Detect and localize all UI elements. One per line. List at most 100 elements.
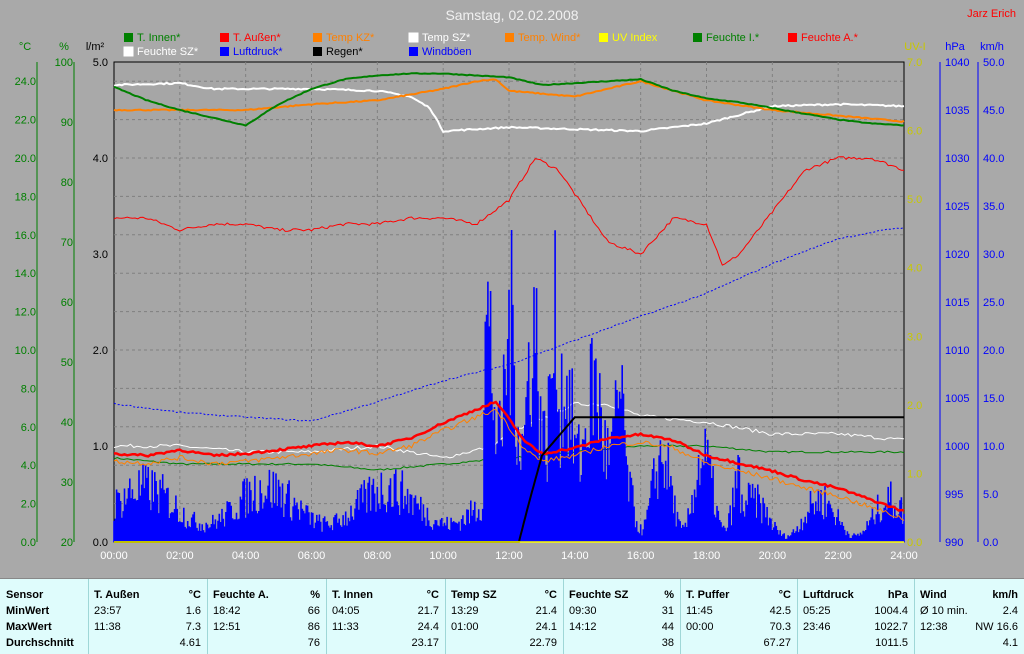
legend-swatch <box>408 32 419 43</box>
tick-label-humidity: 20 <box>61 537 73 549</box>
axis-label-temp: °C <box>19 41 31 53</box>
stat-column-title: Luftdruck <box>803 589 854 601</box>
stat-column-title: Wind <box>920 589 947 601</box>
series-windboeen <box>113 230 905 542</box>
column-separator <box>88 579 89 654</box>
stat-value: 1022.7 <box>874 621 908 633</box>
tick-label-uv: 7.0 <box>907 57 922 69</box>
tick-label-time: 04:00 <box>232 550 260 562</box>
tick-label-humidity: 70 <box>61 237 73 249</box>
sensor-header: Sensor <box>6 589 44 601</box>
tick-label-pressure: 1010 <box>945 345 969 357</box>
tick-label-uv: 4.0 <box>907 263 922 275</box>
legend-label: Feuchte A.* <box>801 32 859 44</box>
stat-time: 11:45 <box>686 605 713 617</box>
series-temp-sz <box>113 81 905 134</box>
tick-label-pressure: 1040 <box>945 57 969 69</box>
stat-value: 21.7 <box>417 605 439 617</box>
stat-value: 24.1 <box>535 621 557 633</box>
legend-label: Feuchte SZ* <box>137 46 199 58</box>
legend-swatch <box>220 33 229 42</box>
tick-label-wind: 15.0 <box>983 393 1004 405</box>
column-separator <box>680 579 681 654</box>
tick-label-rain: 3.0 <box>93 249 108 261</box>
stat-value: 21.4 <box>535 605 557 617</box>
tick-label-pressure: 1000 <box>945 441 969 453</box>
stat-value: 1004.4 <box>874 605 908 617</box>
tick-label-wind: 45.0 <box>983 105 1004 117</box>
stat-column-title: T. Außen <box>94 589 140 601</box>
legend-swatch <box>313 33 322 42</box>
stat-column-unit: hPa <box>887 589 908 601</box>
stat-value: 4.1 <box>1002 637 1018 649</box>
tick-label-time: 02:00 <box>166 550 194 562</box>
legend-label: Temp KZ* <box>326 32 375 44</box>
legend-label: T. Außen* <box>233 32 281 44</box>
tick-label-uv: 6.0 <box>907 126 922 138</box>
stat-column: T. Puffer °C 11:45 42.5 00:00 70.3 67.27 <box>680 579 797 654</box>
stat-value: 23.17 <box>411 637 439 649</box>
tick-label-time: 12:00 <box>495 550 523 562</box>
legend-label: Windböen <box>422 46 472 58</box>
tick-label-wind: 20.0 <box>983 345 1004 357</box>
stat-time: 11:38 <box>94 621 121 633</box>
stat-column: T. Außen °C 23:57 1.6 11:38 7.3 4.61 <box>88 579 207 654</box>
tick-label-pressure: 990 <box>945 537 963 549</box>
stat-time: 18:42 <box>213 605 241 617</box>
weather-chart: Samstag, 02.02.2008 Jarz Erich T. Innen* T.… <box>14 7 1016 562</box>
stat-value: 70.3 <box>769 621 791 633</box>
stat-value: NW 16.6 <box>975 621 1018 633</box>
chart-author: Jarz Erich <box>967 8 1016 20</box>
stat-time: 13:29 <box>451 605 479 617</box>
legend-swatch <box>693 33 702 42</box>
stat-value: 66 <box>307 605 320 617</box>
legend-label: T. Innen* <box>137 32 181 44</box>
tick-label-time: 16:00 <box>627 550 655 562</box>
tick-label-temp: 2.0 <box>21 499 36 511</box>
legend-swatch <box>409 47 418 56</box>
tick-label-humidity: 100 <box>55 57 73 69</box>
stat-column: Wind km/h Ø 10 min. 2.4 12:38 NW 16.6 4.1 <box>914 579 1024 654</box>
tick-label-wind: 40.0 <box>983 153 1004 165</box>
tick-label-time: 06:00 <box>298 550 326 562</box>
axis-label-uv: UV-I <box>904 41 925 53</box>
stat-time: 12:38 <box>920 621 948 633</box>
tick-label-wind: 10.0 <box>983 441 1004 453</box>
tick-label-wind: 0.0 <box>983 537 998 549</box>
stat-time: 05:25 <box>803 605 831 617</box>
tick-label-wind: 5.0 <box>983 489 998 501</box>
stat-time: 14:12 <box>569 621 597 633</box>
axis-label-humidity: % <box>59 41 69 53</box>
legend-label: Temp. Wind* <box>518 32 581 44</box>
column-separator <box>563 579 564 654</box>
series-t-aussen <box>113 400 905 512</box>
tick-label-time: 00:00 <box>100 550 128 562</box>
chart-title: Samstag, 02.02.2008 <box>445 7 578 23</box>
stat-value: 1.6 <box>185 605 201 617</box>
stat-column: Temp SZ °C 13:29 21.4 01:00 24.1 22.79 <box>445 579 563 654</box>
tick-label-rain: 4.0 <box>93 153 108 165</box>
stat-column: T. Innen °C 04:05 21.7 11:33 24.4 23.17 <box>326 579 445 654</box>
stat-column: Feuchte A.% 18:42 66 12:51 86 76 <box>207 579 326 654</box>
stat-time: 04:05 <box>332 605 360 617</box>
chart-svg: Samstag, 02.02.2008 Jarz Erich T. Innen* T.… <box>14 7 1016 562</box>
tick-label-humidity: 90 <box>61 117 73 129</box>
tick-label-humidity: 30 <box>61 477 73 489</box>
tick-label-pressure: 1005 <box>945 393 969 405</box>
legend-label: Temp SZ* <box>422 32 471 44</box>
stat-value: 4.61 <box>179 637 201 649</box>
tick-label-temp: 6.0 <box>21 422 36 434</box>
stat-value: 38 <box>661 637 674 649</box>
stat-time: 11:33 <box>332 621 359 633</box>
tick-label-rain: 2.0 <box>93 345 108 357</box>
tick-label-time: 22:00 <box>824 550 852 562</box>
stat-column-title: T. Innen <box>332 589 373 601</box>
legend-swatch <box>599 33 608 42</box>
tick-label-wind: 25.0 <box>983 297 1004 309</box>
stat-column: Luftdruck hPa 05:25 1004.4 23:46 1022.7 1011.5 <box>797 579 914 654</box>
stat-time: 12:51 <box>213 621 241 633</box>
statistics-table: Sensor MinWert MaxWert Durchschnitt T. A… <box>0 578 1024 654</box>
row-label-min: MinWert <box>6 605 50 617</box>
tick-label-wind: 30.0 <box>983 249 1004 261</box>
tick-label-temp: 24.0 <box>15 76 36 88</box>
